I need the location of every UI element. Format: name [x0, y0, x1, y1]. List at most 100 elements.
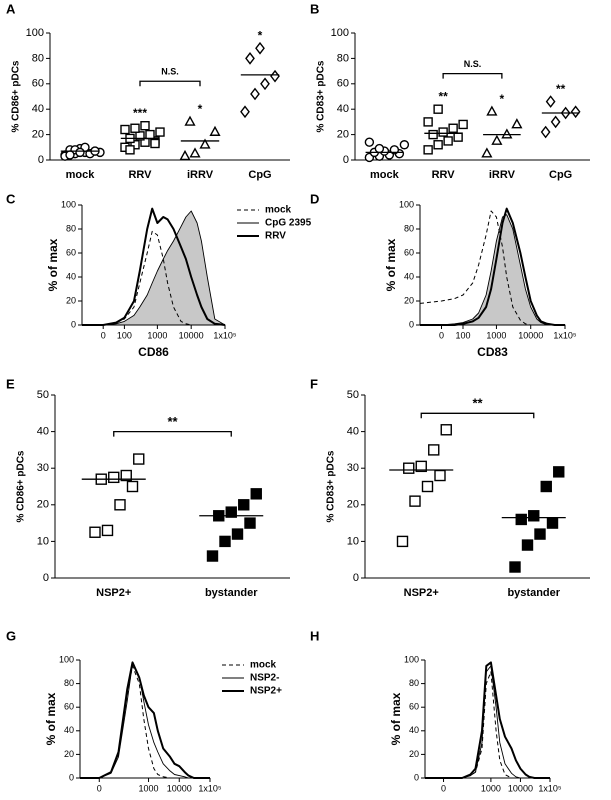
y-tick-label: 40: [66, 271, 76, 281]
y-tick-label: 100: [399, 199, 414, 209]
y-tick-label: 60: [409, 702, 419, 712]
data-point: [125, 145, 135, 155]
data-point: [219, 535, 231, 548]
data-point: [421, 480, 434, 493]
y-axis-label: % CD86+ pDCs: [16, 450, 27, 522]
y-tick-label: 0: [353, 572, 359, 584]
y-tick-label: 80: [32, 52, 44, 64]
y-tick-label: 0: [414, 772, 419, 782]
data-point: [120, 469, 132, 482]
data-point: [364, 137, 375, 147]
y-tick-label: 30: [347, 462, 359, 474]
x-tick-label: 1x10⁵: [553, 330, 577, 340]
data-point: [534, 528, 546, 540]
y-tick-label: 20: [32, 129, 44, 141]
y-tick-label: 80: [409, 678, 419, 688]
bracket-label: **: [472, 396, 483, 411]
data-point: [65, 150, 75, 160]
y-tick-label: 50: [347, 389, 359, 401]
data-point: [155, 127, 165, 137]
data-point: [133, 453, 145, 465]
data-point: [546, 517, 559, 529]
x-tick-label: 1x10⁵: [538, 783, 562, 793]
x-tick-label: 1x10⁵: [213, 330, 237, 340]
significance-label: *: [198, 102, 203, 116]
significance-label: *: [500, 92, 505, 106]
bracket: [113, 430, 232, 437]
data-point: [130, 123, 140, 133]
y-tick-label: 20: [404, 295, 414, 305]
x-tick-label: 1000: [486, 330, 506, 340]
x-tick-label: RRV: [432, 169, 456, 181]
y-tick-label: 20: [66, 295, 76, 305]
data-point: [126, 480, 139, 493]
y-tick-label: 100: [331, 27, 349, 39]
data-point: [260, 77, 270, 91]
panel-letter: C: [6, 191, 16, 206]
y-tick-label: 0: [343, 154, 349, 166]
x-tick-label: iRRV: [489, 169, 516, 181]
y-tick-label: 100: [404, 654, 419, 664]
bracket: [139, 80, 201, 87]
significance-label: **: [556, 82, 566, 96]
data-point: [89, 526, 101, 538]
data-point: [438, 127, 448, 137]
panel-letter: E: [6, 376, 15, 391]
y-tick-label: 60: [337, 78, 349, 90]
y-tick-label: 20: [64, 749, 74, 759]
data-point: [540, 125, 551, 139]
data-point: [75, 147, 85, 158]
data-point: [440, 424, 452, 436]
y-tick-label: 40: [347, 426, 359, 438]
histogram-curve: [81, 210, 226, 326]
y-tick-label: 0: [43, 572, 49, 584]
x-tick-label: 10000: [508, 783, 533, 793]
y-tick-label: 10: [347, 535, 359, 547]
legend-label: NSP2-: [250, 673, 279, 684]
significance-label: ***: [133, 106, 147, 120]
y-axis-label: % CD83+ pDCs: [316, 60, 327, 132]
y-tick-label: 40: [32, 103, 44, 115]
y-tick-label: 0: [69, 772, 74, 782]
legend-label: NSP2+: [250, 686, 282, 697]
histogram-curve: [80, 663, 210, 779]
histogram-curve: [419, 210, 565, 326]
data-point: [486, 105, 498, 116]
data-point: [491, 134, 503, 145]
data-point: [434, 469, 446, 482]
data-point: [225, 506, 237, 518]
y-tick-label: 60: [66, 247, 76, 257]
data-point: [509, 561, 521, 573]
data-point: [250, 87, 260, 101]
data-point: [428, 129, 438, 140]
data-point: [245, 52, 255, 65]
x-tick-label: bystander: [507, 587, 560, 599]
data-point: [423, 145, 433, 155]
y-tick-label: 80: [337, 52, 349, 64]
data-point: [114, 499, 126, 511]
y-tick-label: 100: [61, 199, 76, 209]
x-axis-label: CD86: [138, 345, 169, 359]
legend-label: mock: [250, 660, 277, 671]
data-point: [179, 149, 191, 161]
x-axis-label: CD83: [477, 345, 508, 359]
x-tick-label: 10000: [179, 330, 204, 340]
y-tick-label: 60: [64, 702, 74, 712]
data-point: [428, 444, 440, 456]
data-point: [145, 129, 155, 140]
y-tick-label: 80: [64, 678, 74, 688]
data-point: [396, 535, 409, 548]
data-point: [433, 140, 443, 150]
x-tick-label: 0: [439, 330, 444, 340]
data-point: [458, 119, 468, 130]
data-point: [130, 140, 140, 150]
data-point: [570, 105, 581, 119]
data-point: [140, 121, 150, 131]
data-point: [521, 539, 534, 551]
panel-letter: F: [310, 376, 318, 391]
x-tick-label: RRV: [128, 169, 152, 181]
x-tick-label: 1000: [139, 783, 159, 793]
x-tick-label: NSP2+: [96, 587, 131, 599]
x-tick-label: CpG: [248, 169, 271, 181]
